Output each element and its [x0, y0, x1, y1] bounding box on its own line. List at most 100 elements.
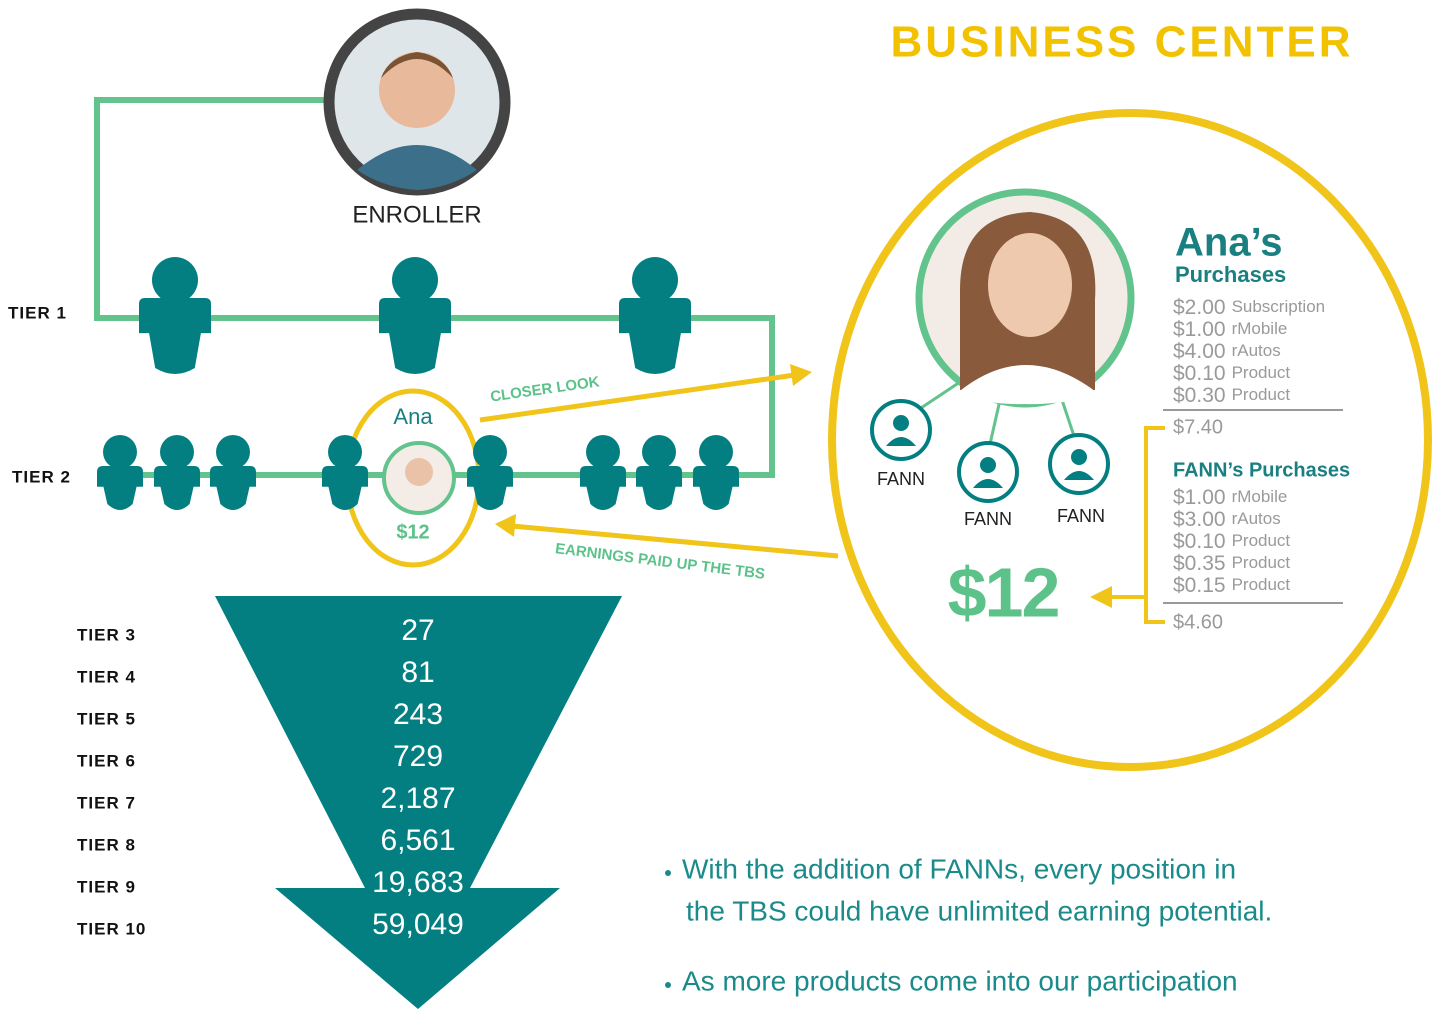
purchase-label: Product: [1232, 575, 1291, 594]
tier-label: TIER 9: [77, 877, 136, 896]
tier-label: TIER 3: [77, 625, 136, 644]
enroller-hair: [381, 52, 453, 78]
fann-label: FANN: [877, 469, 925, 489]
tier-count: 81: [401, 656, 434, 689]
person-icon: [636, 466, 682, 510]
person-icon: [379, 298, 451, 374]
title: BUSINESS CENTER: [890, 18, 1353, 67]
connector: [988, 399, 1002, 445]
person-head: [216, 435, 250, 469]
arrow-closer: [479, 372, 796, 423]
detail-subheading: Purchases: [1175, 262, 1286, 287]
tier-label: TIER 5: [77, 709, 136, 728]
bullet-text: the TBS could have unlimited earning pot…: [686, 895, 1272, 926]
person-icon: [580, 466, 626, 510]
purchase-amount: $4.00: [1173, 340, 1226, 363]
enroller-face: [379, 52, 455, 128]
tier-count: 6,561: [380, 824, 455, 857]
bullet-text: With the addition of FANNs, every positi…: [682, 853, 1236, 884]
purchase-amount: $2.00: [1173, 296, 1226, 319]
person-icon: [693, 466, 739, 510]
purchase-item: $0.15 Product: [1173, 574, 1290, 597]
purchase-amount: $3.00: [1173, 508, 1226, 531]
person-head: [632, 257, 678, 303]
purchase-item: $2.00 Subscription: [1173, 296, 1325, 319]
tier-label: TIER 8: [77, 835, 136, 854]
purchase-amount: $0.10: [1173, 362, 1226, 385]
tier-label: TIER 4: [77, 667, 136, 686]
purchase-item: $4.00 rAutos: [1173, 340, 1281, 363]
fann-body: [973, 479, 1003, 488]
person-head: [328, 435, 362, 469]
arrowhead: [495, 514, 516, 537]
purchase-label: rMobile: [1232, 319, 1288, 338]
subtotal: $7.40: [1173, 416, 1223, 438]
person-head: [103, 435, 137, 469]
enroller-shirt: [357, 145, 477, 190]
tier-label: TIER 7: [77, 793, 136, 812]
fann-head: [980, 457, 996, 473]
tier-count: 729: [393, 740, 443, 773]
purchase-item: $1.00 rMobile: [1173, 486, 1287, 509]
purchase-item: $0.30 Product: [1173, 384, 1290, 407]
tier-label: TIER 10: [77, 919, 146, 938]
tier-label: TIER 2: [12, 467, 71, 486]
bullet: [665, 982, 671, 988]
fann-head: [893, 415, 909, 431]
funnel-arrow: [215, 596, 622, 1009]
purchase-label: Subscription: [1232, 297, 1326, 316]
person-head: [586, 435, 620, 469]
purchase-label: Product: [1232, 553, 1291, 572]
tier-label: TIER 6: [77, 751, 136, 770]
purchase-amount: $0.35: [1173, 552, 1226, 575]
purchase-item: $0.10 Product: [1173, 362, 1290, 385]
person-icon: [139, 298, 211, 374]
fann-head: [1071, 449, 1087, 465]
fann-label: FANN: [964, 509, 1012, 529]
fann-body: [886, 437, 916, 446]
purchase-label: rMobile: [1232, 487, 1288, 506]
purchase-amount: $1.00: [1173, 486, 1226, 509]
person-icon: [467, 466, 513, 510]
business-center-circle: [828, 109, 1432, 771]
connector: [917, 380, 961, 412]
bullet-text: As more products come into our participa…: [682, 965, 1238, 996]
ana-face-small: [405, 458, 433, 486]
ana-face: [988, 233, 1072, 337]
person-icon: [154, 466, 200, 510]
arrowhead: [1090, 586, 1112, 608]
purchase-label: Product: [1232, 531, 1291, 550]
person-head: [473, 435, 507, 469]
arrowhead: [790, 364, 812, 386]
purchase-item: $3.00 rAutos: [1173, 508, 1281, 531]
purchase-label: rAutos: [1232, 341, 1281, 360]
bullet: [665, 870, 671, 876]
person-icon: [97, 466, 143, 510]
tier-label: TIER 1: [8, 303, 67, 322]
purchase-amount: $0.10: [1173, 530, 1226, 553]
total: $12: [948, 553, 1059, 631]
person-icon: [210, 466, 256, 510]
fann-label: FANN: [1057, 506, 1105, 526]
connector: [1060, 399, 1076, 437]
person-head: [392, 257, 438, 303]
tier-count: 59,049: [372, 908, 464, 941]
tier-count: 243: [393, 698, 443, 731]
purchase-item: $0.10 Product: [1173, 530, 1290, 553]
purchase-item: $0.35 Product: [1173, 552, 1290, 575]
fann-body: [1064, 471, 1094, 480]
purchase-item: $1.00 rMobile: [1173, 318, 1287, 341]
enroller-label: ENROLLER: [352, 201, 481, 228]
tier-count: 19,683: [372, 866, 464, 899]
bracket: [1144, 426, 1165, 624]
ana-name: Ana: [393, 404, 433, 429]
purchase-label: Product: [1232, 385, 1291, 404]
arrow-label: CLOSER LOOK: [489, 373, 600, 405]
ana-earnings: $12: [396, 521, 429, 543]
purchase-label: Product: [1232, 363, 1291, 382]
purchase-label: rAutos: [1232, 509, 1281, 528]
person-head: [699, 435, 733, 469]
purchase-amount: $1.00: [1173, 318, 1226, 341]
purchase-amount: $0.30: [1173, 384, 1226, 407]
